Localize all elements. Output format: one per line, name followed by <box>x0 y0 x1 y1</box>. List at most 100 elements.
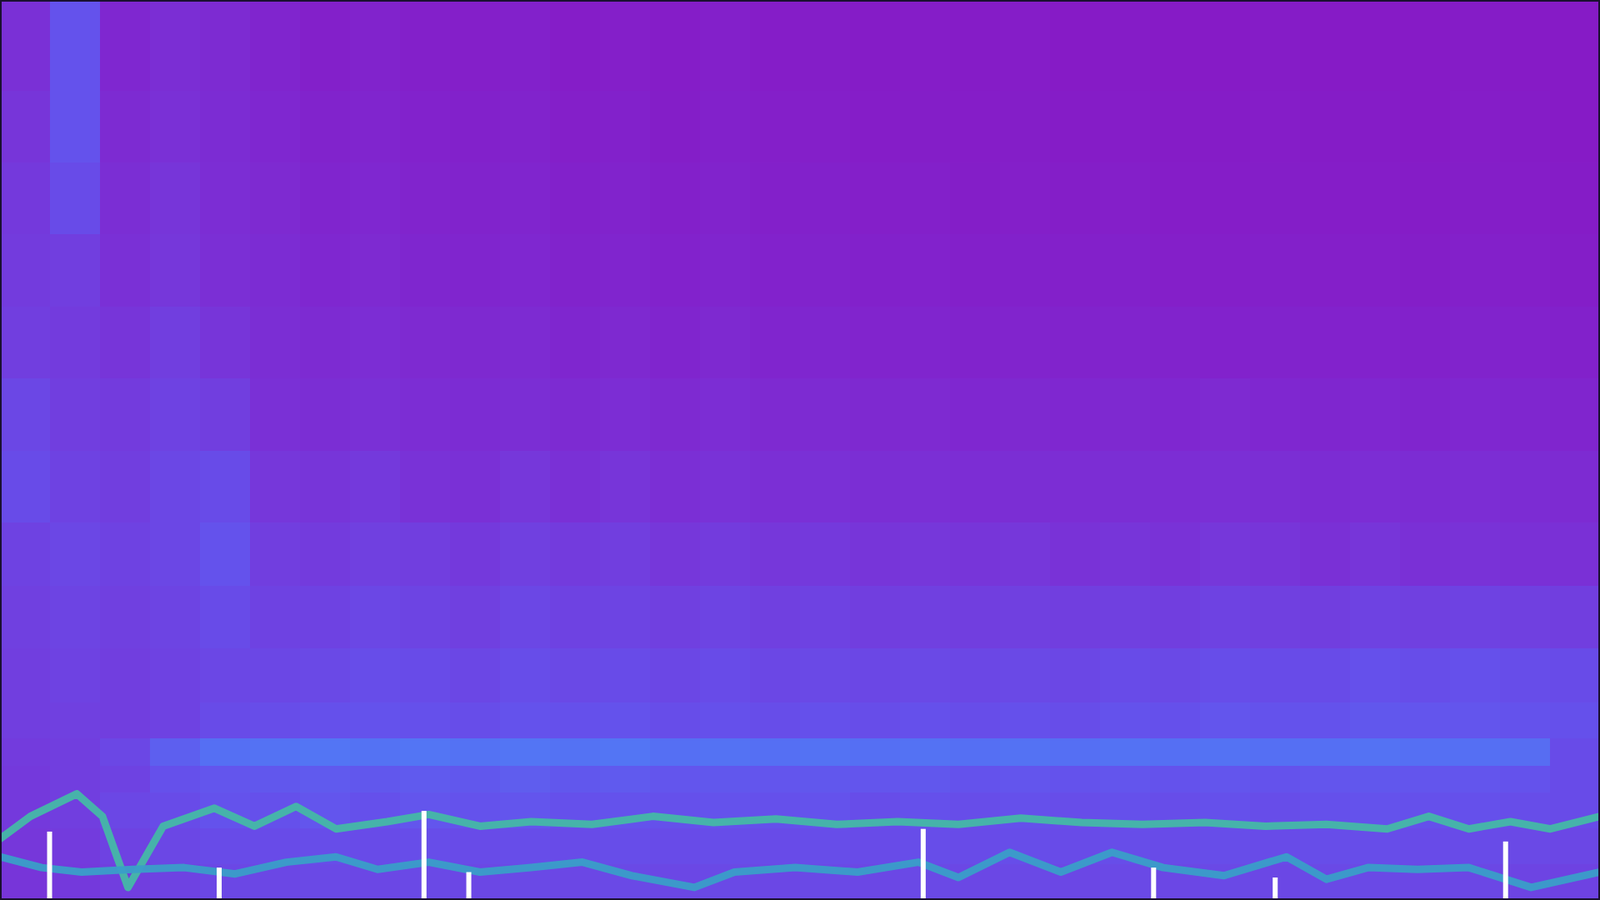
cell <box>0 521 51 585</box>
cell <box>1000 864 1051 900</box>
cell <box>450 234 501 307</box>
cell <box>100 90 151 163</box>
cell <box>350 305 401 379</box>
cell <box>500 0 551 91</box>
cell <box>1550 0 1600 91</box>
cell <box>550 378 601 451</box>
cell <box>1250 0 1301 91</box>
cell <box>1450 378 1501 451</box>
cell <box>650 234 701 307</box>
cell <box>700 828 751 865</box>
cell <box>100 450 151 523</box>
contour-line <box>0 852 1600 888</box>
spike <box>1272 877 1278 900</box>
cell <box>800 521 851 585</box>
cell <box>150 161 201 235</box>
cell <box>950 0 1001 91</box>
cell <box>1000 0 1051 91</box>
cell <box>1000 378 1051 451</box>
cell <box>1400 738 1451 766</box>
cell <box>1250 701 1301 739</box>
cell <box>1450 765 1501 793</box>
cell <box>1550 701 1600 739</box>
cell <box>650 378 701 451</box>
cell <box>1400 701 1451 739</box>
cell <box>200 161 251 235</box>
cell <box>350 648 401 703</box>
cell <box>500 161 551 235</box>
cell <box>50 585 101 649</box>
cell <box>300 0 351 91</box>
cell <box>250 738 301 766</box>
cell <box>200 828 251 865</box>
cell <box>500 234 551 307</box>
cell <box>1150 701 1201 739</box>
cell <box>50 0 101 91</box>
cell <box>800 90 851 163</box>
cell <box>500 90 551 163</box>
cell <box>150 378 201 451</box>
cell <box>300 161 351 235</box>
cell <box>200 701 251 739</box>
cell <box>850 378 901 451</box>
cell <box>350 738 401 766</box>
cell <box>500 648 551 703</box>
cell <box>100 161 151 235</box>
cell <box>750 378 801 451</box>
cell <box>1100 765 1151 793</box>
cell <box>0 305 51 379</box>
cell <box>100 234 151 307</box>
cell <box>450 738 501 766</box>
cell <box>1200 234 1251 307</box>
cell <box>750 521 801 585</box>
cell <box>1100 864 1151 900</box>
cell <box>700 161 751 235</box>
cell <box>1050 90 1101 163</box>
cell <box>800 828 851 865</box>
cell <box>350 521 401 585</box>
cell <box>50 234 101 307</box>
cell <box>1050 738 1101 766</box>
cell <box>1550 521 1600 585</box>
cell <box>1100 648 1151 703</box>
cell <box>400 521 451 585</box>
cell <box>200 378 251 451</box>
cell <box>1150 378 1201 451</box>
cell <box>1500 738 1551 766</box>
cell <box>950 701 1001 739</box>
cell <box>1000 450 1051 523</box>
cell <box>600 521 651 585</box>
cell <box>950 450 1001 523</box>
cell <box>1150 648 1201 703</box>
cell <box>300 765 351 793</box>
cell <box>900 234 951 307</box>
cell <box>350 765 401 793</box>
cell <box>550 648 601 703</box>
cell <box>900 521 951 585</box>
cell <box>1450 161 1501 235</box>
cell <box>600 450 651 523</box>
cell <box>950 90 1001 163</box>
cell <box>150 90 201 163</box>
cell <box>1300 828 1351 865</box>
cell <box>1550 450 1600 523</box>
cell <box>700 234 751 307</box>
cell <box>1550 378 1600 451</box>
cell <box>400 701 451 739</box>
cell <box>400 378 451 451</box>
cell <box>800 305 851 379</box>
cell <box>50 738 101 766</box>
cell <box>100 305 151 379</box>
cell <box>650 305 701 379</box>
cell <box>950 521 1001 585</box>
cell <box>1050 378 1101 451</box>
cell <box>50 521 101 585</box>
cell <box>1200 378 1251 451</box>
cell <box>1350 701 1401 739</box>
cell <box>850 305 901 379</box>
cell <box>600 378 651 451</box>
cell <box>1000 161 1051 235</box>
cell <box>1300 765 1351 793</box>
cell <box>50 161 101 235</box>
cell <box>300 234 351 307</box>
